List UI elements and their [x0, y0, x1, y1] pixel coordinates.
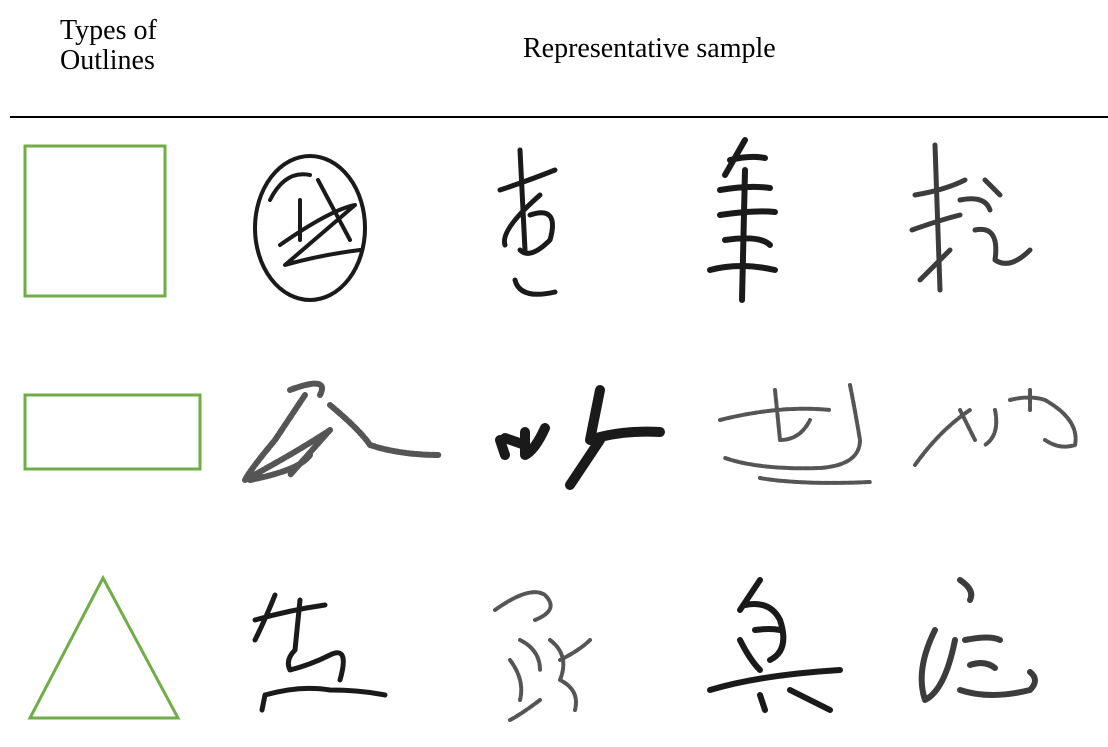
calligraphy-sample [242, 380, 443, 483]
calligraphy-sample [497, 147, 558, 297]
column-header: Types of Outlines [60, 15, 157, 76]
calligraphy-sample [493, 590, 592, 722]
calligraphy-sample [707, 137, 778, 303]
square-outline [23, 144, 167, 298]
calligraphy-sample [918, 577, 1038, 703]
calligraphy-sample [252, 592, 388, 713]
calligraphy-sample [718, 383, 872, 485]
calligraphy-sample [707, 577, 843, 713]
calligraphy-sample [913, 388, 1078, 467]
rectangle-outline [23, 393, 202, 471]
calligraphy-sample [253, 154, 367, 302]
column-header: Representative sample [523, 33, 776, 64]
calligraphy-sample [909, 142, 1033, 293]
triangle-outline [27, 574, 181, 720]
calligraphy-sample [495, 385, 665, 490]
